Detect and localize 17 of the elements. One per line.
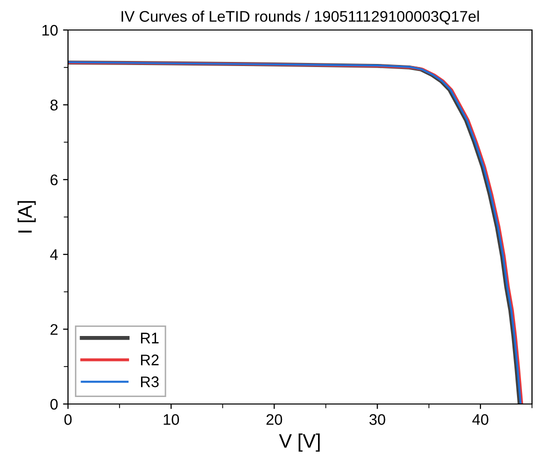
x-tick-label: 20 (266, 414, 282, 425)
x-axis-title: V [V] (279, 434, 320, 452)
x-tick-label: 10 (164, 414, 180, 425)
legend-label: R3 (141, 376, 159, 388)
x-tick-label: 0 (64, 414, 72, 425)
y-axis-title: I [A] (18, 201, 36, 232)
y-tick-label: 8 (50, 100, 58, 110)
chart-title: IV Curves of LeTID rounds / 190511129100003Q17el (122, 10, 479, 25)
y-tick-label: 4 (50, 249, 58, 260)
legend-label: R1 (141, 332, 159, 344)
y-tick-label: 2 (50, 324, 58, 335)
x-tick-label: 30 (369, 414, 386, 425)
y-tick-label: 0 (50, 398, 58, 410)
x-tick-label: 40 (472, 414, 488, 425)
y-tick-label: 6 (50, 174, 58, 186)
legend-label: R2 (141, 354, 159, 366)
y-tick-label: 10 (42, 24, 58, 36)
